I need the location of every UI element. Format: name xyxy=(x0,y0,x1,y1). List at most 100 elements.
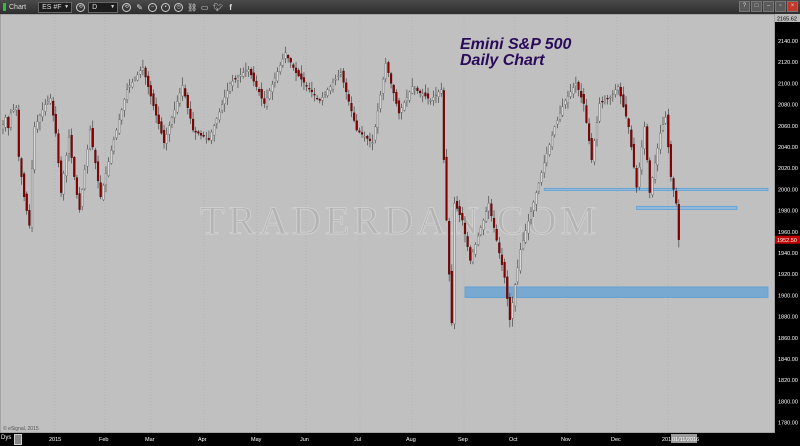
plot-area[interactable] xyxy=(0,13,776,434)
candle-body xyxy=(33,126,36,171)
candle-body xyxy=(405,97,408,102)
candle xyxy=(316,95,319,101)
candle-body xyxy=(622,94,625,107)
candle xyxy=(17,104,20,162)
candle-body xyxy=(558,112,562,120)
link-icon[interactable]: ⟲ xyxy=(76,2,86,12)
symbol-input[interactable]: ES #F ▼ xyxy=(38,1,73,13)
candle-body xyxy=(268,90,271,99)
interval-input[interactable]: D ▼ xyxy=(88,1,119,13)
candle xyxy=(170,115,174,129)
candle-body xyxy=(329,86,332,92)
candle-body xyxy=(252,72,255,82)
candle-body xyxy=(287,55,290,59)
candle-body xyxy=(17,109,20,157)
candle xyxy=(62,170,65,201)
candle-body xyxy=(115,129,118,138)
candle-body xyxy=(255,80,258,87)
candle xyxy=(543,155,546,179)
candle xyxy=(313,88,316,102)
support-zone xyxy=(543,187,769,191)
candle-body xyxy=(545,153,548,163)
chain-icon[interactable]: ⛓ xyxy=(187,2,198,12)
candle xyxy=(139,66,142,79)
candle xyxy=(83,164,86,191)
candle-body xyxy=(527,221,530,234)
candle xyxy=(250,67,253,79)
candle-body xyxy=(598,103,601,122)
candle xyxy=(234,75,237,83)
target-icon[interactable]: • xyxy=(161,2,171,12)
time-axis[interactable] xyxy=(0,433,775,446)
candle-body xyxy=(601,101,604,103)
scroll-handle[interactable] xyxy=(14,434,22,445)
candle xyxy=(405,89,408,107)
close-button[interactable]: × xyxy=(787,1,798,12)
link-window-button[interactable]: □ xyxy=(751,1,762,12)
candle xyxy=(411,78,414,95)
candle-body xyxy=(347,94,350,102)
candle-body xyxy=(677,204,680,240)
candle-body xyxy=(141,67,144,71)
candle xyxy=(492,210,496,233)
candle xyxy=(350,96,353,118)
zoom-icon[interactable]: − xyxy=(148,2,158,12)
clock-icon[interactable]: ◷ xyxy=(174,2,184,12)
pencil-icon[interactable]: ✎ xyxy=(136,2,143,12)
candle xyxy=(152,89,155,111)
x-tick-label: Feb xyxy=(99,437,108,443)
interval-link-icon[interactable]: ⟲ xyxy=(122,2,132,12)
candle xyxy=(527,213,530,241)
twitter-icon[interactable]: 🐦︎ xyxy=(213,2,224,12)
minimize-button[interactable]: – xyxy=(763,1,774,12)
candle xyxy=(228,81,232,95)
candle-body xyxy=(553,126,556,135)
candle-body xyxy=(70,134,73,158)
candle-body xyxy=(147,75,150,87)
maximize-button[interactable]: ▫ xyxy=(775,1,786,12)
candle xyxy=(603,95,606,105)
candle xyxy=(202,131,205,138)
candle-body xyxy=(194,130,197,133)
candle xyxy=(102,183,105,201)
candle-body xyxy=(170,117,174,125)
x-tick-label: Apr xyxy=(198,437,207,443)
last-price-tag: 1952.50 xyxy=(775,235,800,244)
chart-annotation-line1: Emini S&P 500 xyxy=(460,36,572,53)
candle-body xyxy=(12,109,15,112)
candle xyxy=(118,113,121,135)
dropdown-arrow-icon[interactable]: ▼ xyxy=(110,3,116,10)
candle xyxy=(81,188,84,211)
candle-body xyxy=(514,284,517,307)
candle xyxy=(78,186,81,213)
price-axis[interactable] xyxy=(775,14,800,446)
candle-body xyxy=(297,70,300,77)
facebook-icon[interactable]: f xyxy=(229,2,232,12)
candle xyxy=(173,101,176,124)
candle-body xyxy=(242,72,245,77)
candle xyxy=(540,170,543,186)
candle xyxy=(65,152,68,183)
cursor-date-tag: 01/11/2016 xyxy=(671,434,699,443)
candle xyxy=(556,116,559,129)
x-tick-label: Mar xyxy=(145,437,155,443)
candle xyxy=(149,80,152,105)
x-tick-label: Oct xyxy=(509,437,518,443)
candle-body xyxy=(640,146,643,171)
candle-body xyxy=(38,115,42,123)
candle-body xyxy=(228,83,232,92)
y-tick-label: 2080.00 xyxy=(778,103,798,109)
candle-body xyxy=(199,133,203,136)
help-button[interactable]: ? xyxy=(739,1,750,12)
dropdown-arrow-icon[interactable]: ▼ xyxy=(64,3,70,10)
candle-body xyxy=(411,86,414,94)
candle-body xyxy=(250,69,253,76)
candle-body xyxy=(582,94,585,104)
period-button[interactable]: Dys xyxy=(1,435,12,441)
candle xyxy=(133,76,137,82)
candle-body xyxy=(52,100,55,116)
comment-icon[interactable]: ▭ xyxy=(200,2,209,12)
candle xyxy=(376,103,379,134)
candle-body xyxy=(186,94,189,108)
